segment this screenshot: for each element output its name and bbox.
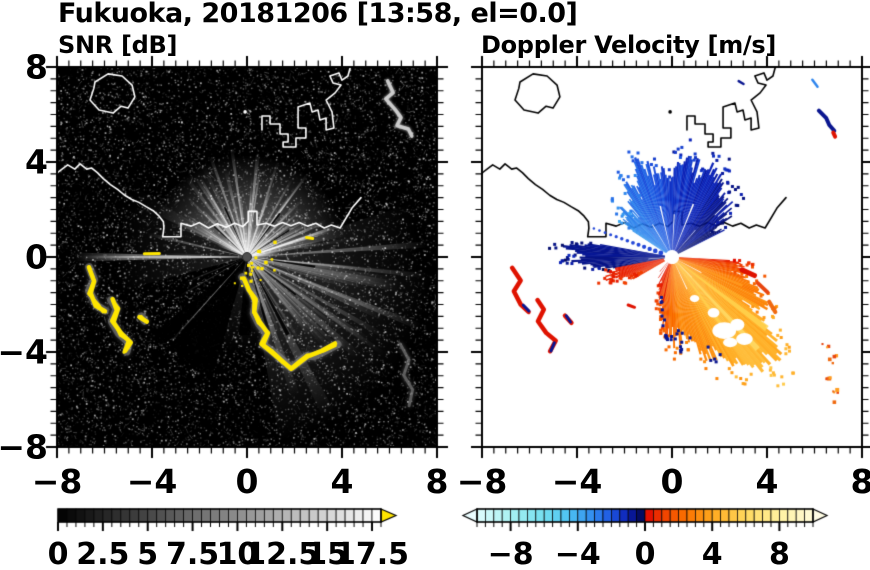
velocity-colorbar-label: −8 (487, 537, 534, 570)
x-tick-label: 8 (425, 462, 449, 501)
panel-title-velocity: Doppler Velocity [m/s] (481, 31, 777, 59)
velocity-colorbar-label: 4 (701, 537, 723, 570)
y-tick-label: −4 (0, 332, 48, 372)
velocity-colorbar-label: 0 (634, 537, 656, 570)
snr-colorbar-label: 7.5 (166, 537, 220, 570)
x-tick-label: 0 (660, 462, 684, 501)
snr-plot-canvas (57, 67, 437, 447)
x-tick-label: 0 (235, 462, 259, 501)
figure-title: Fukuoka, 20181206 [13:58, el=0.0] (58, 0, 578, 29)
velocity-colorbar-label: −4 (554, 537, 601, 570)
velocity-colorbar-label: 8 (768, 537, 790, 570)
panel-title-snr: SNR [dB] (58, 31, 178, 59)
y-tick-label: 0 (25, 237, 48, 277)
x-tick-label: −4 (126, 462, 178, 501)
x-tick-label: 4 (755, 462, 779, 501)
y-tick-label: −8 (0, 427, 48, 467)
snr-colorbar-label: 17.5 (335, 537, 410, 570)
x-tick-label: −8 (31, 462, 83, 501)
y-tick-label: 8 (25, 47, 48, 87)
snr-colorbar-label: 5 (137, 537, 159, 570)
snr-colorbar-label: 2.5 (76, 537, 130, 570)
x-tick-label: −4 (551, 462, 603, 501)
velocity-plot-canvas (482, 67, 862, 447)
x-tick-label: 8 (850, 462, 870, 501)
x-tick-label: −8 (456, 462, 508, 501)
y-tick-label: 4 (25, 142, 48, 182)
snr-colorbar-label: 0 (47, 537, 69, 570)
x-tick-label: 4 (330, 462, 354, 501)
